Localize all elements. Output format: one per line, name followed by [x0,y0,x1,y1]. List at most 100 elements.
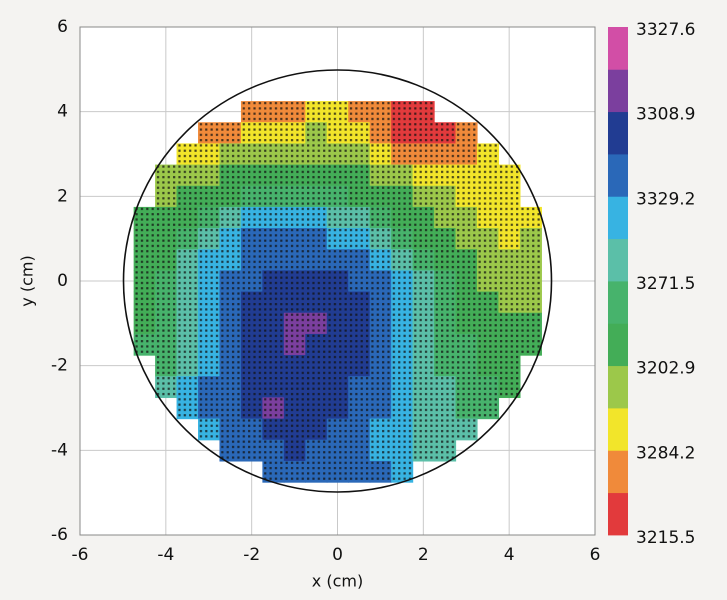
dot-cell [326,333,349,356]
dot-cell [326,122,349,144]
dot-cell [219,312,241,334]
dot-cell [348,270,370,292]
dot-cell [283,122,306,144]
dot-cell [348,122,370,144]
dot-cell [219,228,241,250]
dot-cell [305,101,327,123]
dot-cell [176,333,199,356]
dot-cell [155,312,177,334]
dot-cell [434,418,456,440]
dot-cell [476,164,499,186]
dot-cell [262,206,284,229]
dot-cell [305,270,327,292]
dot-cell [326,101,349,123]
colorbar-swatch [608,492,628,536]
dot-cell [176,291,199,313]
dot-cell [326,312,349,334]
dot-cell [262,228,284,250]
dot-cell [155,185,177,207]
dot-cell [283,333,306,356]
dot-cell [455,397,477,419]
dot-cell [412,206,435,229]
dot-cell [198,355,220,377]
dot-cell [326,249,349,271]
dot-cell [283,291,306,313]
dot-cell [262,397,284,419]
dot-cell [434,122,456,144]
dot-cell [198,249,220,271]
dot-cell [283,418,306,440]
x-tick-label: 0 [332,545,343,565]
dot-cell [198,397,220,419]
dot-cell [455,355,477,377]
dot-cell [283,376,306,398]
dot-cell [434,206,456,229]
dot-cell [240,355,263,377]
x-tick-label: -2 [243,545,260,565]
dot-cell [240,333,263,356]
dot-cell [133,206,156,229]
dot-cell [412,249,435,271]
y-tick-label: -2 [51,356,68,376]
dot-cell [326,206,349,229]
dot-cell [412,333,435,356]
dot-cell [305,206,327,229]
dot-cell [369,206,392,229]
dot-cell [369,376,392,398]
dot-cell [262,122,284,144]
dot-cell [219,355,241,377]
dot-cell [262,291,284,313]
colorbar-label: 3271.5 [636,274,695,294]
dot-cell [155,376,177,398]
dot-cell [240,376,263,398]
dot-cell [498,376,520,398]
dot-cell [240,397,263,419]
dot-cell [326,397,349,419]
x-tick-label: -4 [157,545,174,565]
dot-cell [305,291,327,313]
dot-cell [369,164,392,186]
dot-cell [348,143,370,165]
dot-cell [348,164,370,186]
dot-cell [455,206,477,229]
dot-cell [198,418,220,440]
colorbar-label: 3215.5 [636,528,695,548]
y-tick-label: 4 [57,102,68,122]
probe-dots [133,101,542,483]
dot-cell [219,143,241,165]
dot-cell [434,291,456,313]
dot-cell [155,164,177,186]
dot-cell [176,270,199,292]
dot-cell [283,164,306,186]
dot-cell [219,164,241,186]
dot-cell [498,270,520,292]
dot-cell [434,164,456,186]
dot-cell [262,439,284,461]
dot-cell [176,143,199,165]
dot-cell [240,418,263,440]
dot-cell [240,439,263,461]
colorbar-label: 3327.6 [636,20,695,40]
dot-cell [198,143,220,165]
dot-cell [455,376,477,398]
dot-cell [133,291,156,313]
dot-cell [305,312,327,334]
dot-cell [326,228,349,250]
dot-cell [326,270,349,292]
dot-cell [476,228,499,250]
dot-cell [434,185,456,207]
dot-cell [434,270,456,292]
dot-cell [348,460,370,483]
dot-cell [219,206,241,229]
dot-cell [198,122,220,144]
dot-cell [434,355,456,377]
dot-cell [155,270,177,292]
dot-cell [176,376,199,398]
dot-cell [391,143,413,165]
x-tick-label: -6 [72,545,89,565]
dot-cell [519,270,542,292]
dot-cell [283,228,306,250]
dot-cell [412,312,435,334]
dot-cell [455,143,477,165]
dot-cell [305,164,327,186]
